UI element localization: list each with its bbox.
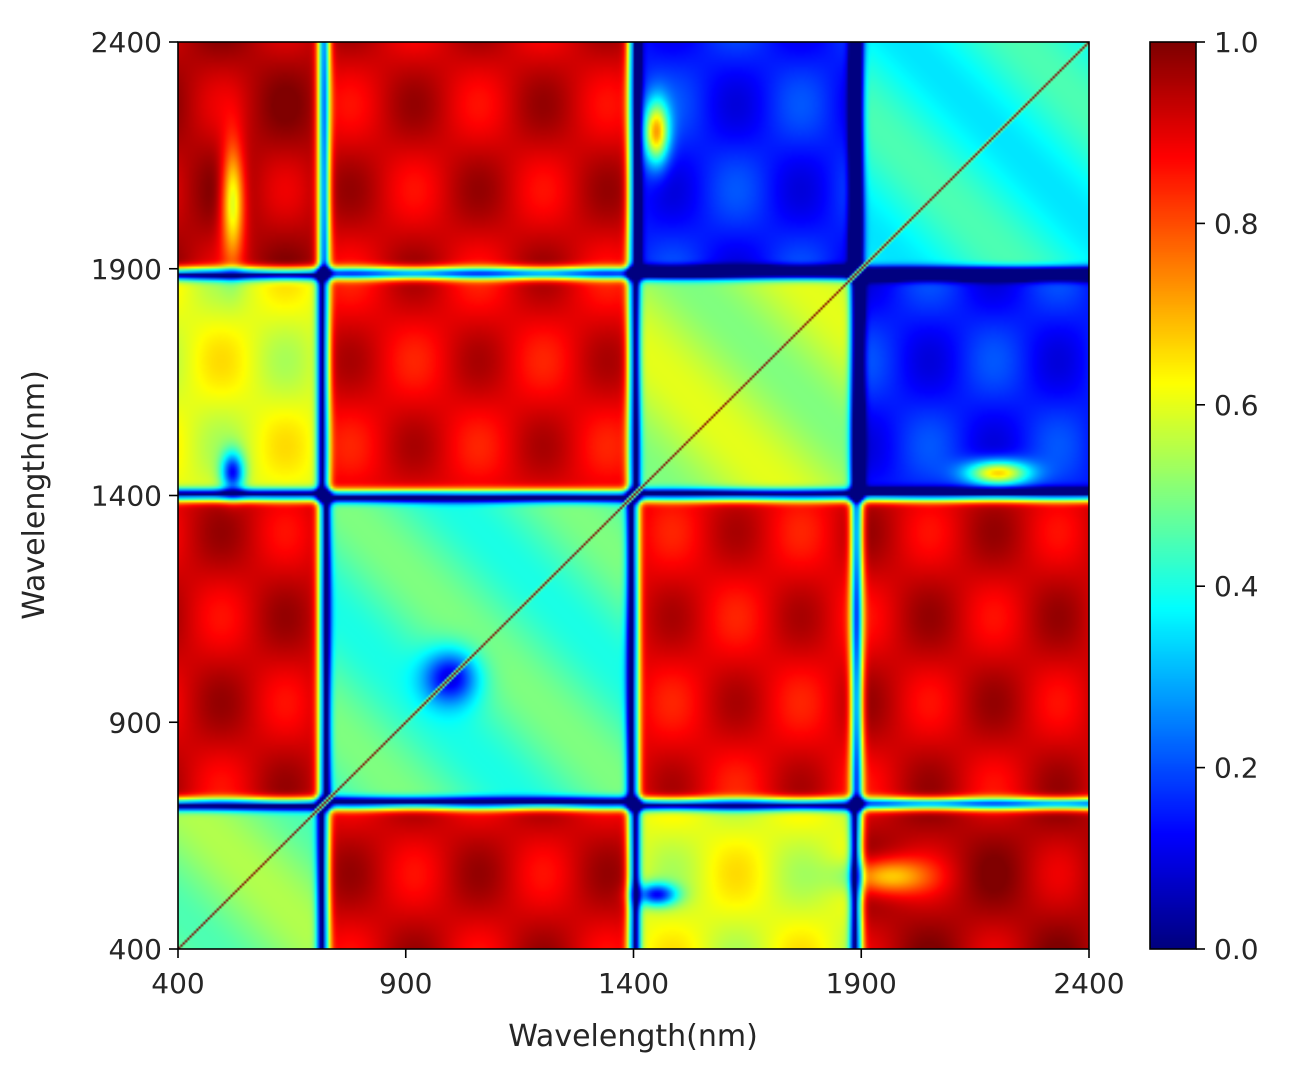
x-tick-label: 900 xyxy=(379,967,432,1000)
x-tick-label: 1400 xyxy=(598,967,669,1000)
y-axis-label: Wavelength(nm) xyxy=(17,370,52,620)
colorbar-tick-label: 0.0 xyxy=(1214,933,1259,966)
colorbar-tick-label: 1.0 xyxy=(1214,26,1259,59)
colorbar-gradient xyxy=(1150,42,1196,949)
x-axis: 400 900 1400 1900 2400 xyxy=(151,949,1125,1000)
x-axis-label: Wavelength(nm) xyxy=(508,1019,758,1054)
colorbar: 0.0 0.2 0.4 0.6 0.8 1.0 xyxy=(1149,26,1259,966)
x-tick-label: 2400 xyxy=(1053,967,1124,1000)
y-tick-label: 1400 xyxy=(91,480,162,513)
colorbar-tick-label: 0.4 xyxy=(1214,570,1259,603)
plot-area xyxy=(177,41,1090,950)
y-tick-label: 400 xyxy=(109,933,162,966)
colorbar-ticks: 0.0 0.2 0.4 0.6 0.8 1.0 xyxy=(1196,26,1259,966)
y-axis: 400 900 1400 1900 2400 xyxy=(91,26,178,966)
y-tick-label: 1900 xyxy=(91,253,162,286)
colorbar-tick-label: 0.6 xyxy=(1214,389,1259,422)
heatmap-image xyxy=(178,42,1089,949)
x-tick-label: 400 xyxy=(151,967,204,1000)
colorbar-tick-label: 0.2 xyxy=(1214,752,1259,785)
x-tick-label: 1900 xyxy=(826,967,897,1000)
colorbar-tick-label: 0.8 xyxy=(1214,207,1259,240)
colorbar-frame xyxy=(1149,41,1197,950)
y-tick-label: 900 xyxy=(109,706,162,739)
y-tick-label: 2400 xyxy=(91,26,162,59)
